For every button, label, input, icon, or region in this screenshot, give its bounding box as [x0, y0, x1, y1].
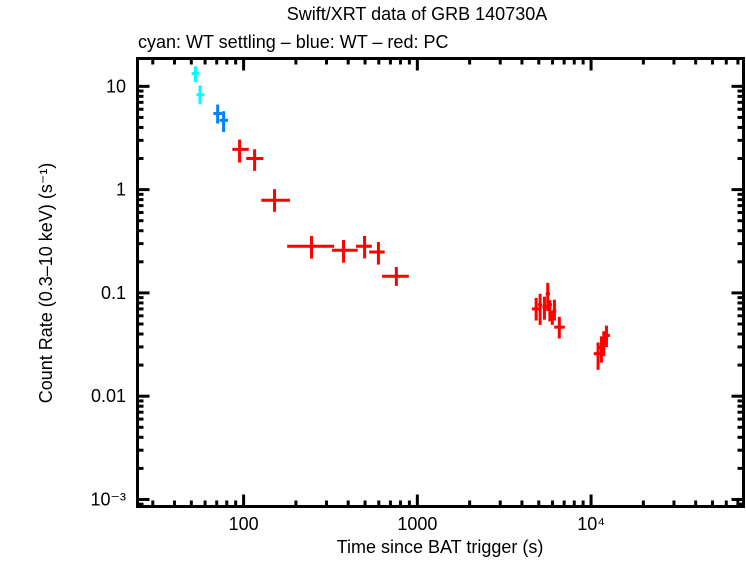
chart-subtitle: cyan: WT settling – blue: WT – red: PC: [138, 32, 448, 52]
data-point: [545, 282, 550, 312]
series-wt: [213, 104, 229, 132]
y-tick-label: 0.1: [101, 283, 126, 303]
data-point: [196, 85, 205, 105]
series-wt-settling: [191, 66, 205, 105]
data-point: [531, 297, 540, 321]
y-tick-label: 0.01: [91, 386, 126, 406]
data-point: [603, 325, 610, 347]
x-tick-label: 10⁴: [577, 514, 605, 534]
x-tick-label: 100: [229, 514, 259, 534]
chart-title: Swift/XRT data of GRB 140730A: [287, 4, 547, 24]
y-tick-label: 1: [116, 180, 126, 200]
x-axis-label: Time since BAT trigger (s): [337, 537, 544, 557]
tick-labels: 100 1000 10⁴ 10 1 0.1 0.01 10⁻³: [90, 76, 604, 534]
series-pc: [232, 139, 610, 370]
data-point: [355, 235, 372, 259]
data-point: [382, 267, 409, 286]
data-point: [554, 316, 565, 339]
data-point: [538, 293, 543, 325]
data-point: [542, 296, 547, 320]
data-point: [332, 240, 358, 263]
data-point: [547, 300, 552, 322]
data-point: [261, 189, 290, 212]
y-tick-label: 10: [106, 76, 126, 96]
x-tick-label: 1000: [397, 514, 437, 534]
axis-ticks: [137, 58, 744, 507]
plot-frame: [136, 57, 745, 508]
data-point: [213, 104, 223, 124]
data-point: [246, 149, 264, 171]
data-point: [191, 66, 200, 83]
data-point: [550, 311, 555, 325]
data-points: [191, 66, 610, 370]
data-point: [219, 111, 229, 132]
data-point: [232, 139, 249, 163]
y-tick-label: 10⁻³: [90, 489, 126, 509]
data-point: [287, 235, 335, 259]
data-point: [369, 242, 385, 265]
y-axis-label: Count Rate (0.3–10 keV) (s⁻¹): [36, 163, 56, 404]
